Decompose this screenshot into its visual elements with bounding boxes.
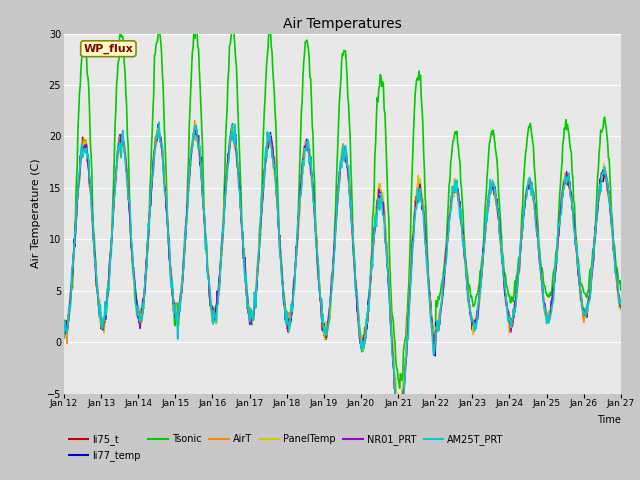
- Text: WP_flux: WP_flux: [83, 44, 133, 54]
- Legend: li75_t, li77_temp, Tsonic, AirT, PanelTemp, NR01_PRT, AM25T_PRT: li75_t, li77_temp, Tsonic, AirT, PanelTe…: [69, 434, 504, 461]
- Line: li77_temp: li77_temp: [64, 124, 621, 414]
- Line: li75_t: li75_t: [64, 124, 621, 420]
- Y-axis label: Air Temperature (C): Air Temperature (C): [31, 159, 42, 268]
- Line: AM25T_PRT: AM25T_PRT: [64, 122, 621, 423]
- Line: NR01_PRT: NR01_PRT: [64, 130, 621, 423]
- Line: AirT: AirT: [64, 121, 621, 412]
- Title: Air Temperatures: Air Temperatures: [283, 17, 402, 31]
- Line: Tsonic: Tsonic: [64, 24, 621, 388]
- Line: PanelTemp: PanelTemp: [64, 126, 621, 406]
- Text: Time: Time: [597, 415, 621, 425]
